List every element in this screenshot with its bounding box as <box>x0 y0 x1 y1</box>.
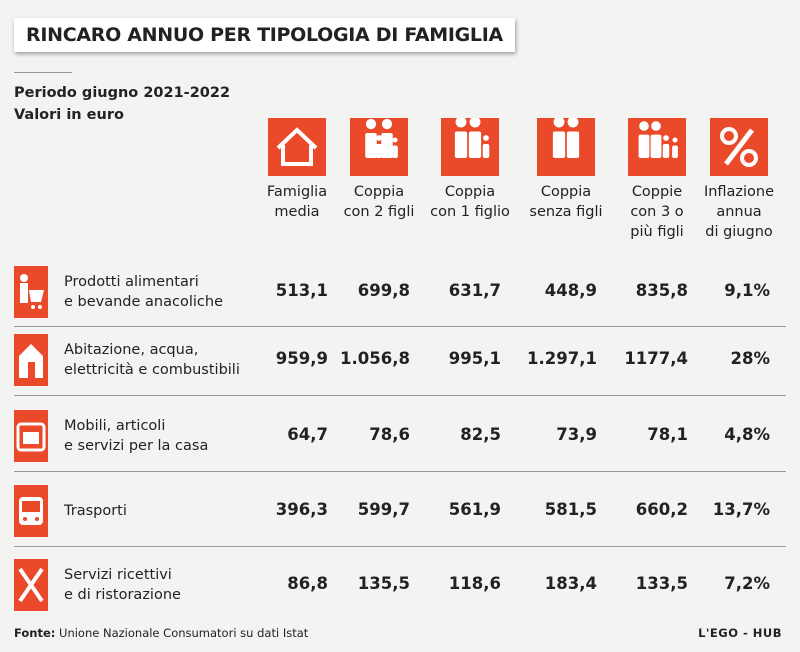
icon <box>454 116 490 158</box>
cell-value: 835,8 <box>635 281 688 300</box>
cell-value: 4,8% <box>724 425 770 444</box>
row-icon <box>14 559 48 611</box>
source: Fonte: Unione Nazionale Consumatori su d… <box>14 626 308 640</box>
cell-value: 660,2 <box>635 500 688 519</box>
column-icon <box>628 118 686 176</box>
cell-value: 581,5 <box>544 500 597 519</box>
cell-value: 86,8 <box>287 574 328 593</box>
row-icon <box>14 266 48 318</box>
credit: L'EGO - HUB <box>698 626 782 640</box>
icon <box>638 121 678 158</box>
column-header: Famiglia media <box>266 184 328 220</box>
cell-value: 133,5 <box>635 574 688 593</box>
cell-value: 396,3 <box>275 500 328 519</box>
cell-value: 959,9 <box>275 349 328 368</box>
title: RINCARO ANNUO PER TIPOLOGIA DI FAMIGLIA <box>14 18 515 52</box>
icon <box>276 127 318 166</box>
row-label: Mobili, articoli e servizi per la casa <box>64 418 209 454</box>
subtitle: Valori in euro <box>14 107 124 123</box>
icon <box>20 274 44 309</box>
cell-value: 78,1 <box>647 425 688 444</box>
cell-value: 28% <box>730 349 771 368</box>
row-separator <box>14 326 786 327</box>
row-separator <box>14 395 786 396</box>
divider <box>14 72 72 73</box>
icon <box>18 567 44 603</box>
cell-value: 995,1 <box>448 349 501 368</box>
column-icon <box>441 116 499 176</box>
cell-value: 1.297,1 <box>527 349 597 368</box>
cell-value: 73,9 <box>556 425 597 444</box>
subtitle: Periodo giugno 2021-2022 <box>14 85 231 101</box>
row-label: Servizi ricettivi e di ristorazione <box>64 567 181 603</box>
cell-value: 82,5 <box>460 425 501 444</box>
row-label: Abitazione, acqua, elettricità e combust… <box>64 342 240 378</box>
column-icon <box>537 116 595 176</box>
cell-value: 599,7 <box>357 500 410 519</box>
row-separator <box>14 546 786 547</box>
row-icon <box>14 485 48 537</box>
cell-value: 699,8 <box>357 281 410 300</box>
icon <box>19 344 43 378</box>
column-icon <box>268 118 326 176</box>
row-label: Prodotti alimentari e bevande anacoliche <box>64 274 223 310</box>
cell-value: 561,9 <box>448 500 501 519</box>
row-label: Trasporti <box>64 503 127 519</box>
source-label: Fonte: <box>14 626 56 640</box>
column-header: Coppia senza figli <box>529 184 603 220</box>
column-icon <box>350 118 408 176</box>
row-icon <box>14 334 48 386</box>
cell-value: 135,5 <box>357 574 410 593</box>
source-text: Unione Nazionale Consumatori su dati Ist… <box>59 626 309 640</box>
column-icon <box>710 118 768 176</box>
icon <box>16 422 46 452</box>
row-separator <box>14 471 786 472</box>
cell-value: 9,1% <box>724 281 770 300</box>
icon <box>19 497 43 525</box>
cell-value: 1.056,8 <box>340 349 410 368</box>
cell-value: 118,6 <box>448 574 501 593</box>
column-header: Inflazione annua di giugno <box>703 184 775 240</box>
icon <box>552 116 580 158</box>
cell-value: 13,7% <box>712 500 770 519</box>
row-icon <box>14 410 48 462</box>
cell-value: 7,2% <box>724 574 770 593</box>
cell-value: 1177,4 <box>624 349 688 368</box>
cell-value: 513,1 <box>275 281 328 300</box>
column-header: Coppia con 2 figli <box>343 184 415 220</box>
cell-value: 448,9 <box>544 281 597 300</box>
cell-value: 631,7 <box>448 281 501 300</box>
column-header: Coppie con 3 o più figli <box>630 184 684 240</box>
column-header: Coppia con 1 figlio <box>430 184 510 220</box>
cell-value: 64,7 <box>287 425 328 444</box>
icon <box>365 118 398 158</box>
cell-value: 78,6 <box>369 425 410 444</box>
cell-value: 183,4 <box>544 574 597 593</box>
icon <box>720 127 758 167</box>
